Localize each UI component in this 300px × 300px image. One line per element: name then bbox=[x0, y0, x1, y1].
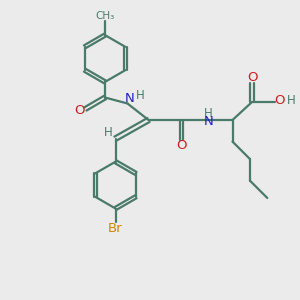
Text: H: H bbox=[136, 88, 145, 102]
Text: N: N bbox=[204, 115, 213, 128]
Text: N: N bbox=[125, 92, 134, 105]
Text: O: O bbox=[176, 139, 187, 152]
Text: Br: Br bbox=[108, 222, 123, 236]
Text: H: H bbox=[103, 126, 112, 139]
Text: H: H bbox=[286, 94, 296, 107]
Text: O: O bbox=[247, 71, 257, 84]
Text: O: O bbox=[275, 94, 285, 107]
Text: O: O bbox=[74, 104, 85, 117]
Text: CH₃: CH₃ bbox=[95, 11, 115, 21]
Text: H: H bbox=[204, 107, 213, 120]
